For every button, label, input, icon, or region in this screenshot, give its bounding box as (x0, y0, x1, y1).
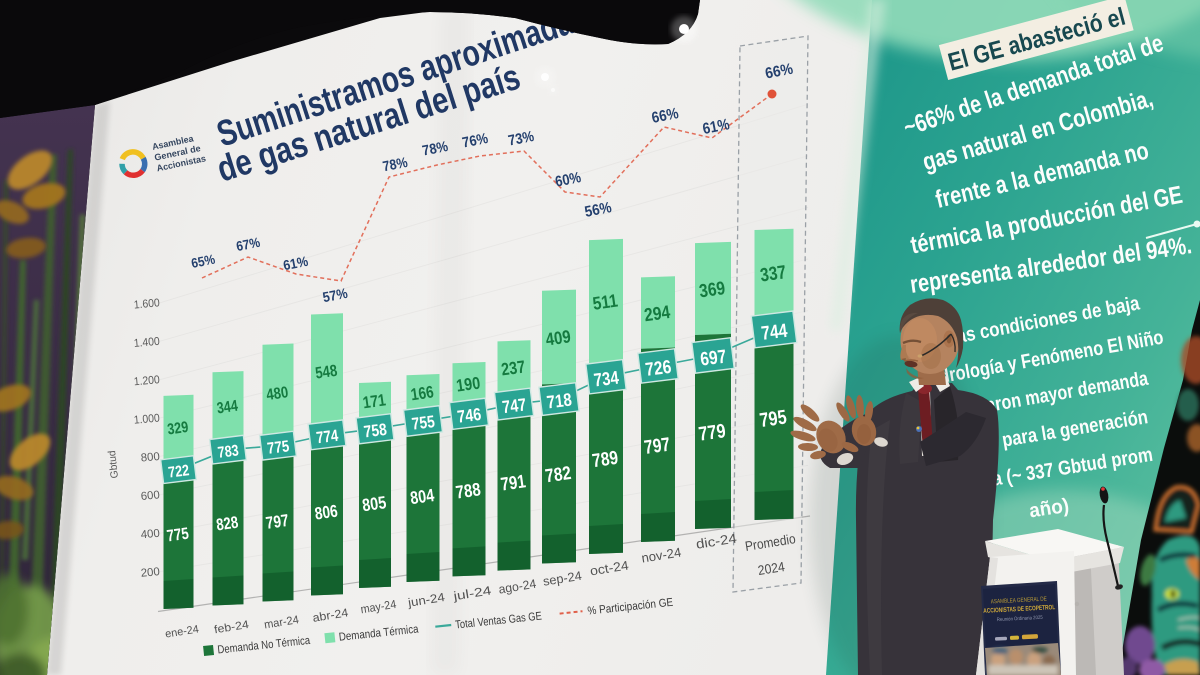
svg-text:782: 782 (544, 463, 573, 487)
svg-text:jul-24: jul-24 (451, 583, 492, 603)
svg-text:65%: 65% (190, 252, 216, 271)
svg-text:ASAMBLEA GENERAL DE: ASAMBLEA GENERAL DE (991, 597, 1047, 606)
svg-text:66%: 66% (764, 61, 795, 83)
svg-text:ene-24: ene-24 (164, 623, 199, 640)
svg-text:ACCIONISTAS DE ECOPETROL: ACCIONISTAS DE ECOPETROL (983, 604, 1055, 615)
svg-text:294: 294 (643, 301, 672, 325)
svg-text:774: 774 (315, 427, 340, 448)
svg-text:797: 797 (643, 434, 672, 459)
svg-text:78%: 78% (381, 155, 409, 176)
svg-text:1.600: 1.600 (133, 297, 160, 311)
svg-text:344: 344 (216, 398, 239, 418)
svg-text:758: 758 (363, 420, 388, 442)
svg-text:369: 369 (698, 277, 727, 301)
svg-text:1.400: 1.400 (133, 336, 160, 350)
svg-text:66%: 66% (650, 105, 680, 127)
svg-text:166: 166 (410, 382, 435, 404)
svg-text:747: 747 (501, 394, 527, 417)
svg-text:805: 805 (361, 492, 388, 515)
svg-text:1.000: 1.000 (133, 413, 160, 427)
svg-text:746: 746 (456, 404, 482, 427)
svg-text:sep-24: sep-24 (542, 569, 583, 589)
svg-text:791: 791 (499, 470, 527, 494)
svg-text:718: 718 (546, 390, 573, 413)
svg-text:722: 722 (167, 462, 190, 481)
svg-text:171: 171 (362, 390, 387, 412)
svg-text:804: 804 (409, 485, 436, 508)
svg-text:Gbtud: Gbtud (106, 450, 121, 479)
svg-text:400: 400 (140, 528, 160, 542)
svg-text:61%: 61% (701, 116, 731, 138)
svg-text:409: 409 (544, 326, 572, 349)
svg-text:feb-24: feb-24 (213, 619, 249, 636)
svg-text:60%: 60% (554, 169, 583, 191)
svg-text:61%: 61% (282, 253, 310, 273)
svg-text:may-24: may-24 (360, 597, 398, 617)
svg-text:480: 480 (265, 383, 289, 404)
svg-text:726: 726 (644, 356, 672, 380)
svg-text:783: 783 (217, 442, 240, 461)
svg-text:78%: 78% (421, 139, 450, 160)
svg-text:797: 797 (265, 511, 290, 533)
svg-text:337: 337 (759, 262, 788, 286)
svg-text:329: 329 (166, 419, 189, 439)
svg-text:nov-24: nov-24 (640, 545, 682, 566)
svg-text:Reunión Ordinaria 2025: Reunión Ordinaria 2025 (997, 615, 1043, 623)
svg-text:828: 828 (215, 513, 239, 535)
svg-text:744: 744 (760, 320, 789, 345)
svg-text:600: 600 (140, 489, 160, 503)
svg-text:dic-24: dic-24 (695, 531, 738, 552)
svg-text:789: 789 (591, 448, 620, 472)
svg-text:806: 806 (313, 501, 339, 524)
svg-text:57%: 57% (321, 285, 349, 306)
svg-text:oct-24: oct-24 (589, 557, 630, 578)
svg-text:511: 511 (591, 291, 619, 314)
svg-text:mar-24: mar-24 (263, 614, 299, 631)
svg-text:548: 548 (314, 362, 338, 383)
svg-text:ago-24: ago-24 (498, 577, 538, 597)
svg-text:697: 697 (699, 347, 727, 371)
svg-text:755: 755 (411, 412, 437, 434)
svg-text:67%: 67% (235, 235, 261, 254)
svg-text:775: 775 (266, 437, 290, 458)
svg-text:237: 237 (500, 356, 527, 379)
svg-text:200: 200 (140, 566, 160, 580)
svg-text:56%: 56% (583, 199, 613, 221)
svg-text:795: 795 (758, 406, 788, 432)
svg-text:jun-24: jun-24 (406, 590, 446, 610)
svg-text:788: 788 (454, 478, 482, 502)
svg-text:800: 800 (140, 451, 160, 465)
svg-text:73%: 73% (507, 129, 536, 150)
svg-text:2024: 2024 (757, 559, 786, 578)
svg-text:779: 779 (697, 420, 727, 446)
svg-text:76%: 76% (461, 131, 490, 152)
svg-text:1.200: 1.200 (133, 374, 160, 388)
svg-text:abr-24: abr-24 (312, 606, 350, 625)
svg-text:734: 734 (593, 367, 621, 391)
svg-text:190: 190 (455, 372, 482, 395)
svg-text:775: 775 (166, 525, 190, 546)
